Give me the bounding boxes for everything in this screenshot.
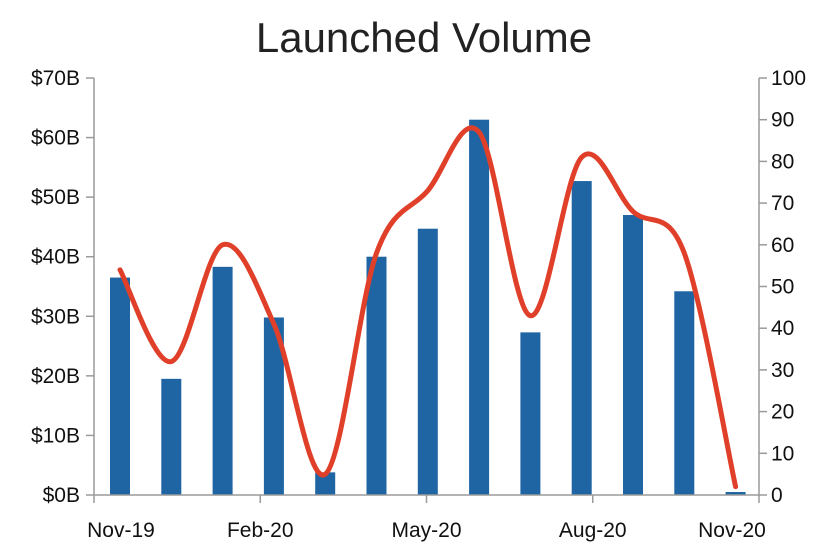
bar-Nov-20 <box>725 492 746 495</box>
bar-Aug-20 <box>571 181 592 495</box>
x-tick-label: Feb-20 <box>227 519 294 542</box>
bar-Dec-19 <box>161 378 182 495</box>
y-left-tick-label: $50B <box>31 186 80 209</box>
y-left-tick-label: $70B <box>31 67 80 90</box>
x-tick-label: Aug-20 <box>559 519 627 542</box>
bar-Sep-20 <box>623 215 643 495</box>
y-right-tick-label: 90 <box>771 109 794 132</box>
y-left-tick-label: $40B <box>31 246 80 269</box>
y-right-tick-label: 40 <box>771 317 794 340</box>
y-left-tick-label: $0B <box>43 484 80 507</box>
bar-Feb-20 <box>263 317 284 495</box>
launched-count-line <box>117 125 739 490</box>
y-right-tick-label: 100 <box>771 67 806 90</box>
y-right-tick-label: 70 <box>771 192 794 215</box>
x-tick-label: Nov-20 <box>698 519 766 542</box>
bar-Jun-20 <box>469 119 490 495</box>
y-right-tick-label: 10 <box>771 442 794 465</box>
bar-Mar-20 <box>315 472 336 495</box>
y-right-tick-label: 30 <box>771 359 794 382</box>
y-left-tick-label: $20B <box>31 365 80 388</box>
chart-title: Launched Volume <box>255 14 593 61</box>
y-left-tick-label: $30B <box>31 305 80 328</box>
y-left-tick-label: $10B <box>31 424 80 447</box>
bar-May-20 <box>417 228 438 496</box>
bar-Jan-20 <box>212 266 233 495</box>
bar-Apr-20 <box>366 256 387 495</box>
x-tick-label: May-20 <box>391 519 461 542</box>
bar-Oct-20 <box>674 291 695 495</box>
y-right-tick-label: 50 <box>771 276 794 299</box>
bar-Jul-20 <box>520 332 541 495</box>
y-right-tick-label: 20 <box>771 401 794 424</box>
y-right-tick-label: 0 <box>771 484 783 507</box>
x-tick-label: Nov-19 <box>87 519 155 542</box>
bar-Nov-19 <box>110 277 130 495</box>
y-right-tick-label: 60 <box>771 234 794 257</box>
y-left-tick-label: $60B <box>31 127 80 150</box>
y-right-tick-label: 80 <box>771 150 794 173</box>
